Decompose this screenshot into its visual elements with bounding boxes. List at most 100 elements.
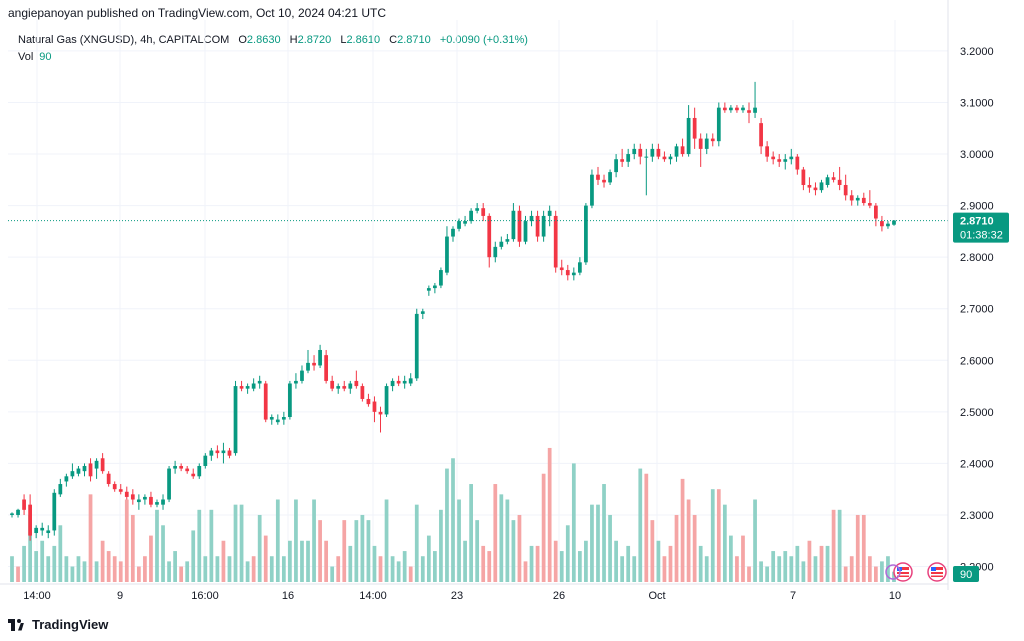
candle xyxy=(590,169,594,209)
volume-bar xyxy=(173,551,177,582)
candle-body xyxy=(584,205,588,263)
candle xyxy=(505,233,510,245)
volume-bar xyxy=(722,504,727,582)
candle-body xyxy=(22,499,26,510)
brand-name: TradingView xyxy=(32,617,109,632)
candle-body xyxy=(716,107,721,142)
candle xyxy=(831,172,836,183)
candle xyxy=(354,370,359,389)
volume-bar xyxy=(614,540,618,582)
volume-bar xyxy=(626,545,631,582)
candle xyxy=(475,203,480,214)
candle-body xyxy=(330,380,335,389)
candle-body xyxy=(722,107,727,111)
candle xyxy=(155,499,159,508)
candle-body xyxy=(269,417,274,420)
candle-body xyxy=(807,184,812,188)
volume-bar xyxy=(402,551,407,582)
candle xyxy=(457,218,461,232)
volume-bar xyxy=(179,566,184,582)
volume-bar xyxy=(414,504,419,582)
volume-bar xyxy=(741,535,745,582)
candle xyxy=(771,151,776,165)
candle xyxy=(620,148,625,167)
candle xyxy=(487,213,492,268)
candle-body xyxy=(16,509,20,515)
candle-body xyxy=(76,468,81,474)
volume-bar xyxy=(239,504,244,582)
candle-body xyxy=(288,383,292,418)
candle-body xyxy=(765,146,770,157)
volume-bar xyxy=(523,561,528,582)
candle xyxy=(553,210,558,273)
candle-body xyxy=(481,208,486,216)
time-tick-label: 16:00 xyxy=(191,590,219,602)
volume-bar xyxy=(221,540,226,582)
volume-bar xyxy=(106,551,111,582)
candle xyxy=(191,468,196,479)
candle-body xyxy=(565,270,570,276)
candle xyxy=(680,138,685,157)
candle-body xyxy=(106,473,111,485)
volume-bar xyxy=(288,540,292,582)
candle-body xyxy=(155,502,159,505)
candle-body xyxy=(457,221,461,229)
candle-body xyxy=(886,223,890,227)
volume-bar xyxy=(753,499,757,582)
volume-bar xyxy=(650,520,655,582)
candle xyxy=(179,463,184,472)
candle xyxy=(76,465,81,477)
volume-bar xyxy=(82,561,87,582)
volume-bar xyxy=(58,525,63,582)
tradingview-logo-icon xyxy=(8,618,26,631)
candle-body xyxy=(306,362,310,371)
volume-bar xyxy=(892,571,896,582)
volume-bar xyxy=(620,556,625,582)
candle-body xyxy=(880,221,884,227)
candle-body xyxy=(185,468,190,472)
volume-tag-label: 90 xyxy=(960,569,972,581)
candle-body xyxy=(656,148,661,157)
volume-bar xyxy=(64,556,69,582)
candle xyxy=(420,308,425,320)
candle-body xyxy=(408,378,413,384)
candle xyxy=(825,174,830,188)
candle-body xyxy=(801,169,806,185)
candle xyxy=(433,282,437,294)
candle-body xyxy=(463,221,467,224)
candle-body xyxy=(245,386,250,389)
candle xyxy=(414,308,419,381)
change-value: +0.0090 (+0.31%) xyxy=(439,34,528,46)
volume-bar xyxy=(861,514,866,582)
candle-body xyxy=(112,484,117,490)
candle-body xyxy=(191,473,196,477)
volume-bar xyxy=(251,556,256,582)
candle-body xyxy=(82,465,87,472)
candle xyxy=(173,460,177,474)
candle xyxy=(118,484,123,495)
candle-body xyxy=(10,513,14,515)
volume-bar xyxy=(149,535,153,582)
volume-bar xyxy=(10,556,14,582)
volume-bar xyxy=(28,514,32,582)
volume-bar xyxy=(668,545,673,582)
candle xyxy=(861,192,866,206)
volume-bar xyxy=(312,499,316,582)
volume-bar xyxy=(281,556,286,582)
candle-body xyxy=(221,450,226,454)
volume-bar xyxy=(565,525,570,582)
volume-bar xyxy=(354,520,359,582)
candle xyxy=(638,143,643,165)
candle-body xyxy=(511,210,516,240)
volume-bar xyxy=(16,566,20,582)
tradingview-logo[interactable]: TradingView xyxy=(8,617,108,632)
price-tick-label: 2.3000 xyxy=(960,510,994,522)
candle xyxy=(22,494,26,515)
candle-body xyxy=(571,272,576,276)
flag-stripe xyxy=(897,570,909,572)
candle xyxy=(330,375,335,392)
candle-body xyxy=(161,499,165,505)
volume-bar xyxy=(596,504,600,582)
candle xyxy=(251,378,256,392)
